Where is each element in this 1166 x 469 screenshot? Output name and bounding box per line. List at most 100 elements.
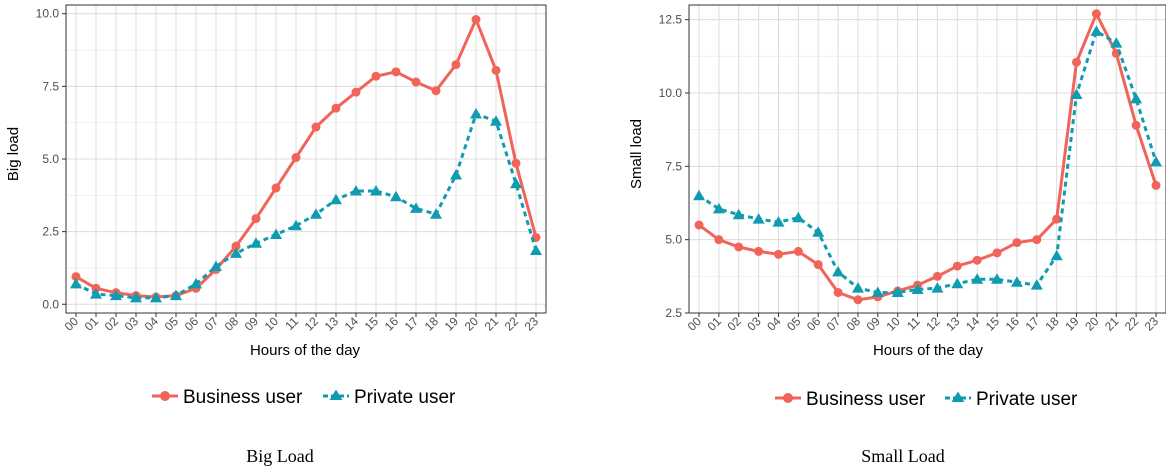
x-tick-label: 04 bbox=[142, 314, 162, 334]
private-user-point bbox=[170, 289, 182, 301]
x-tick-label: 08 bbox=[844, 314, 864, 334]
business-user-point bbox=[271, 183, 281, 193]
big-load-caption: Big Load bbox=[246, 446, 314, 466]
private-user-point bbox=[1090, 25, 1103, 36]
x-tick-label: 20 bbox=[1082, 314, 1102, 334]
business-user-point bbox=[1131, 120, 1141, 130]
y-tick-label: 0.0 bbox=[42, 297, 59, 311]
x-tick-label: 06 bbox=[182, 314, 202, 334]
x-tick-label: 13 bbox=[943, 314, 963, 334]
x-tick-label: 16 bbox=[1003, 314, 1023, 334]
legend-private-label: Private user bbox=[976, 389, 1078, 410]
private-user-point bbox=[951, 277, 964, 289]
private-user-point bbox=[510, 177, 522, 189]
business-user-point bbox=[291, 153, 301, 163]
business-user-point bbox=[853, 295, 863, 305]
business-user-point bbox=[491, 65, 501, 75]
y-tick-label: 2.5 bbox=[665, 306, 682, 320]
private-user-point bbox=[792, 211, 805, 223]
legend-business-marker-icon bbox=[783, 393, 793, 403]
private-user-point bbox=[270, 228, 282, 239]
business-user-point bbox=[231, 241, 241, 251]
private-user-point bbox=[852, 282, 864, 293]
x-tick-label: 21 bbox=[482, 314, 502, 334]
private-user-point bbox=[90, 288, 102, 299]
small-load-caption: Small Load bbox=[861, 446, 945, 466]
private-user-point bbox=[871, 286, 884, 297]
private-user-point bbox=[290, 219, 302, 231]
y-tick-label: 7.5 bbox=[665, 159, 682, 173]
private-user-point bbox=[1130, 92, 1143, 104]
business-user-point bbox=[754, 246, 764, 256]
x-tick-label: 08 bbox=[222, 314, 242, 334]
x-tick-label: 17 bbox=[402, 314, 422, 334]
x-tick-label: 18 bbox=[422, 314, 442, 334]
private-user-point bbox=[772, 216, 785, 227]
private-user-point bbox=[1030, 279, 1043, 290]
private-user-line bbox=[75, 112, 538, 300]
x-tick-label: 00 bbox=[62, 314, 82, 334]
legend-private-marker-icon bbox=[951, 391, 965, 402]
legend-private-marker-icon bbox=[329, 389, 343, 400]
x-tick-label: 12 bbox=[302, 314, 322, 334]
business-user-point bbox=[71, 272, 81, 282]
y-tick-label: 10.0 bbox=[659, 86, 683, 100]
y-axis-title: Small load bbox=[628, 119, 645, 189]
x-tick-label: 13 bbox=[322, 314, 342, 334]
business-user-point bbox=[251, 214, 261, 224]
x-tick-label: 06 bbox=[804, 314, 824, 334]
business-user-point bbox=[833, 287, 843, 297]
x-axis-title: Hours of the day bbox=[250, 342, 361, 359]
x-tick-label: 17 bbox=[1023, 314, 1043, 334]
x-tick-label: 02 bbox=[102, 314, 122, 334]
private-user-point bbox=[230, 247, 242, 258]
business-user-line bbox=[75, 18, 538, 299]
private-user-point bbox=[410, 202, 422, 213]
x-tick-label: 19 bbox=[442, 314, 462, 334]
private-user-point bbox=[812, 226, 825, 237]
x-tick-label: 23 bbox=[522, 314, 542, 334]
private-user-point bbox=[732, 208, 745, 220]
x-tick-label: 22 bbox=[502, 314, 522, 334]
y-tick-label: 10.0 bbox=[36, 7, 60, 21]
private-user-point bbox=[210, 260, 222, 271]
private-user-point bbox=[911, 283, 924, 294]
private-user-point bbox=[991, 273, 1003, 284]
y-axis-title: Big load bbox=[5, 127, 22, 181]
legend-business-label: Business user bbox=[806, 389, 926, 410]
y-tick-label: 5.0 bbox=[665, 233, 682, 247]
business-user-point bbox=[471, 15, 481, 25]
business-user-point bbox=[952, 261, 962, 271]
private-user-point bbox=[450, 169, 462, 180]
business-user-point bbox=[932, 271, 942, 281]
x-tick-label: 05 bbox=[784, 314, 804, 334]
business-user-point bbox=[331, 103, 341, 113]
business-user-point bbox=[451, 60, 461, 70]
business-user-point bbox=[813, 260, 823, 270]
x-tick-label: 10 bbox=[883, 314, 903, 334]
x-axis-title: Hours of the day bbox=[873, 342, 984, 359]
private-user-point bbox=[430, 208, 442, 219]
private-user-point bbox=[490, 115, 502, 126]
private-user-line bbox=[698, 29, 1158, 294]
private-user-point bbox=[330, 193, 342, 205]
x-tick-label: 21 bbox=[1102, 314, 1122, 334]
y-tick-label: 7.5 bbox=[42, 79, 59, 93]
x-tick-label: 16 bbox=[382, 314, 402, 334]
x-tick-label: 19 bbox=[1062, 314, 1082, 334]
private-user-point bbox=[1010, 276, 1023, 287]
private-user-point bbox=[971, 273, 984, 284]
x-tick-label: 01 bbox=[82, 314, 102, 334]
business-user-point bbox=[1052, 214, 1062, 224]
business-user-point bbox=[511, 158, 521, 168]
business-user-point bbox=[1151, 180, 1161, 190]
private-user-point bbox=[350, 185, 362, 196]
x-tick-label: 11 bbox=[904, 314, 923, 333]
private-user-point bbox=[130, 291, 142, 303]
x-tick-label: 18 bbox=[1042, 314, 1062, 334]
x-tick-label: 23 bbox=[1142, 314, 1162, 334]
private-user-point bbox=[470, 108, 482, 119]
private-user-point bbox=[1050, 249, 1063, 261]
x-tick-label: 14 bbox=[963, 314, 983, 334]
